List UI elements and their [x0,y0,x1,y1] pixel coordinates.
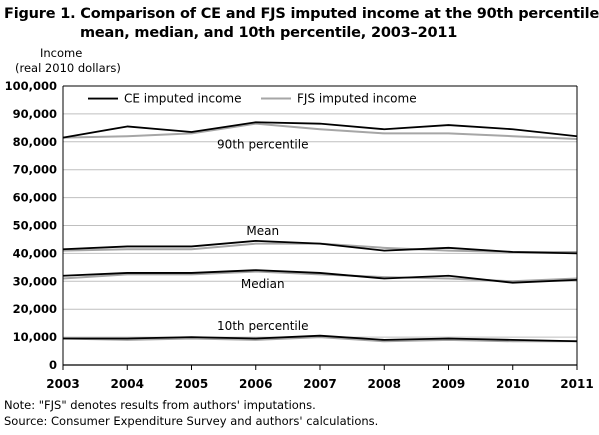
x-tick-label: 2011 [560,377,593,391]
y-tick-label: 0 [49,358,57,372]
group-label: Median [241,277,285,291]
x-tick-label: 2005 [175,377,208,391]
y-tick-label: 70,000 [13,163,57,177]
fjs-line-10th-percentile [62,336,577,343]
group-label: 90th percentile [217,138,308,152]
x-tick-label: 2010 [496,377,529,391]
x-tick-label: 2004 [111,377,144,391]
x-tick-label: 2003 [46,377,79,391]
y-tick-label: 90,000 [13,107,57,121]
group-label: Mean [246,224,279,238]
legend-label-fjs: FJS imputed income [297,92,417,106]
y-axis-label-line-1: Income [40,46,83,60]
y-tick-label: 60,000 [13,191,57,205]
chart-title-line-2: mean, median, and 10th percentile, 2003–… [80,25,458,41]
y-tick-label: 50,000 [13,219,57,233]
y-tick-label: 20,000 [13,302,57,316]
group-labels: 90th percentile Mean Median 10th percentile [217,138,308,333]
legend-label-ce: CE imputed income [124,92,242,106]
x-tick-label: 2008 [368,377,401,391]
axes: 0 10,000 20,000 30,000 40,000 50,000 60,000 70,… [5,79,594,391]
ce-line-90th-percentile [62,121,578,139]
x-tick-label: 2007 [303,377,336,391]
x-tick-label: 2009 [432,377,465,391]
ce-line-mean [62,239,578,255]
y-tick-label: 80,000 [13,135,57,149]
y-tick-label: 100,000 [5,79,57,93]
footnote: Note: "FJS" denotes results from authors… [4,398,316,412]
chart-title-line-1: Figure 1. Comparison of CE and FJS imput… [4,6,599,22]
ce-line-10th-percentile [63,334,578,343]
ce-line-median [62,269,578,284]
group-label: 10th percentile [217,319,308,333]
source-note: Source: Consumer Expenditure Survey and … [4,414,379,428]
x-tick-label: 2006 [239,377,272,391]
y-tick-label: 10,000 [13,330,57,344]
fjs-line-90th-percentile [62,122,578,141]
y-axis-label-line-2: (real 2010 dollars) [15,61,121,75]
y-tick-label: 40,000 [13,246,57,260]
y-tick-label: 30,000 [13,274,57,288]
legend: CE imputed income FJS imputed income [88,92,417,106]
series-lines [62,121,578,343]
